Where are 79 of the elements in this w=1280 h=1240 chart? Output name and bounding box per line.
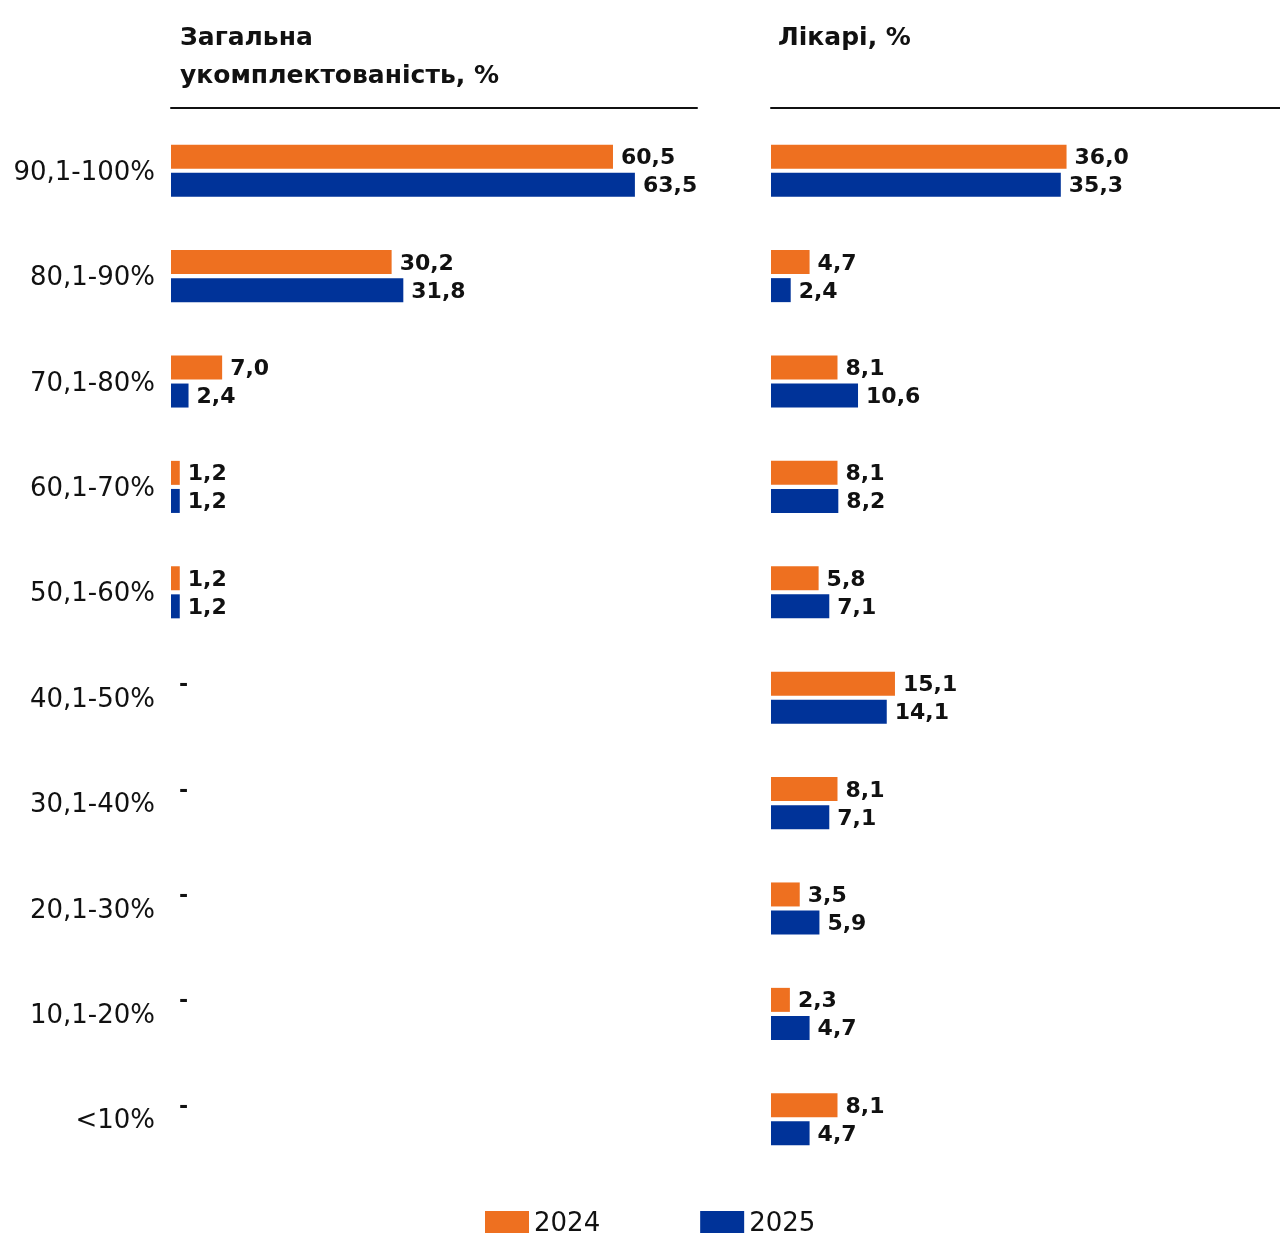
data-label: - xyxy=(179,671,189,697)
bar xyxy=(771,460,838,485)
bar xyxy=(171,144,613,169)
legend-label: 2024 xyxy=(534,1207,601,1237)
data-label: 5,8 xyxy=(826,565,866,591)
data-label: 36,0 xyxy=(1074,144,1129,170)
bar xyxy=(771,594,830,619)
data-label: 35,3 xyxy=(1068,172,1124,198)
bar xyxy=(771,882,800,907)
bar xyxy=(771,805,830,830)
y-tick-label: 20,1-30% xyxy=(29,893,155,924)
data-label: 30,2 xyxy=(399,249,454,275)
bar xyxy=(171,594,180,619)
data-label: 1,2 xyxy=(187,460,227,486)
data-label: 2,3 xyxy=(797,987,837,1013)
bar xyxy=(771,278,791,303)
data-label: 5,9 xyxy=(827,910,867,936)
data-label: 60,5 xyxy=(620,144,676,170)
bar xyxy=(771,910,820,935)
data-label: 7,0 xyxy=(230,354,270,380)
y-tick-label: <10% xyxy=(75,1104,155,1135)
bar xyxy=(771,699,887,724)
bar xyxy=(171,278,404,303)
bar xyxy=(771,987,790,1012)
data-label: 4,7 xyxy=(817,1015,857,1041)
bar xyxy=(171,488,180,513)
data-label: 63,5 xyxy=(642,172,698,198)
bar xyxy=(171,250,392,275)
bar xyxy=(171,566,180,591)
data-label: 4,7 xyxy=(817,249,857,275)
data-label: - xyxy=(179,881,189,907)
y-tick-label: 40,1-50% xyxy=(29,682,155,713)
y-tick-label: 30,1-40% xyxy=(29,788,155,819)
bar xyxy=(771,144,1067,169)
data-label: 7,1 xyxy=(837,804,877,830)
chart-title: Лікарі, % xyxy=(778,21,911,51)
data-label: 8,1 xyxy=(845,460,885,486)
data-label: 10,6 xyxy=(866,383,921,409)
data-label: - xyxy=(179,776,189,802)
bar xyxy=(771,383,859,408)
bar xyxy=(771,777,838,802)
y-tick-label: 60,1-70% xyxy=(29,471,155,502)
data-label: - xyxy=(179,1092,189,1118)
bar xyxy=(771,1015,810,1040)
data-label: 8,1 xyxy=(845,1092,885,1118)
bar xyxy=(771,566,819,591)
bar xyxy=(171,172,635,197)
data-label: 14,1 xyxy=(894,699,950,725)
bar xyxy=(771,671,895,696)
data-label: 8,1 xyxy=(845,776,885,802)
data-label: 8,1 xyxy=(845,354,885,380)
data-label: 4,7 xyxy=(817,1120,857,1146)
data-label: 2,4 xyxy=(196,383,236,409)
y-tick-label: 50,1-60% xyxy=(29,577,155,608)
data-label: 3,5 xyxy=(807,881,847,907)
data-label: 8,2 xyxy=(846,488,886,514)
bar xyxy=(171,383,189,408)
data-label: 15,1 xyxy=(902,671,958,697)
bar xyxy=(771,1093,838,1118)
data-label: 1,2 xyxy=(187,488,227,514)
bar xyxy=(771,488,839,513)
chart-title: Загальна укомплектованість, % xyxy=(180,21,499,89)
y-tick-label: 70,1-80% xyxy=(29,366,155,397)
data-label: - xyxy=(179,987,189,1013)
bar xyxy=(171,460,180,485)
data-label: 2,4 xyxy=(798,277,838,303)
y-tick-label: 90,1-100% xyxy=(13,155,155,186)
legend-label: 2025 xyxy=(749,1207,816,1237)
bar xyxy=(771,1121,810,1146)
bar xyxy=(171,355,223,380)
y-tick-label: 10,1-20% xyxy=(29,998,155,1029)
bar xyxy=(771,355,838,380)
y-tick-label: 80,1-90% xyxy=(29,261,155,292)
bar xyxy=(771,172,1061,197)
data-label: 7,1 xyxy=(837,593,877,619)
data-label: 1,2 xyxy=(187,565,227,591)
data-label: 31,8 xyxy=(411,277,466,303)
bar xyxy=(771,250,810,275)
data-label: 1,2 xyxy=(187,593,227,619)
